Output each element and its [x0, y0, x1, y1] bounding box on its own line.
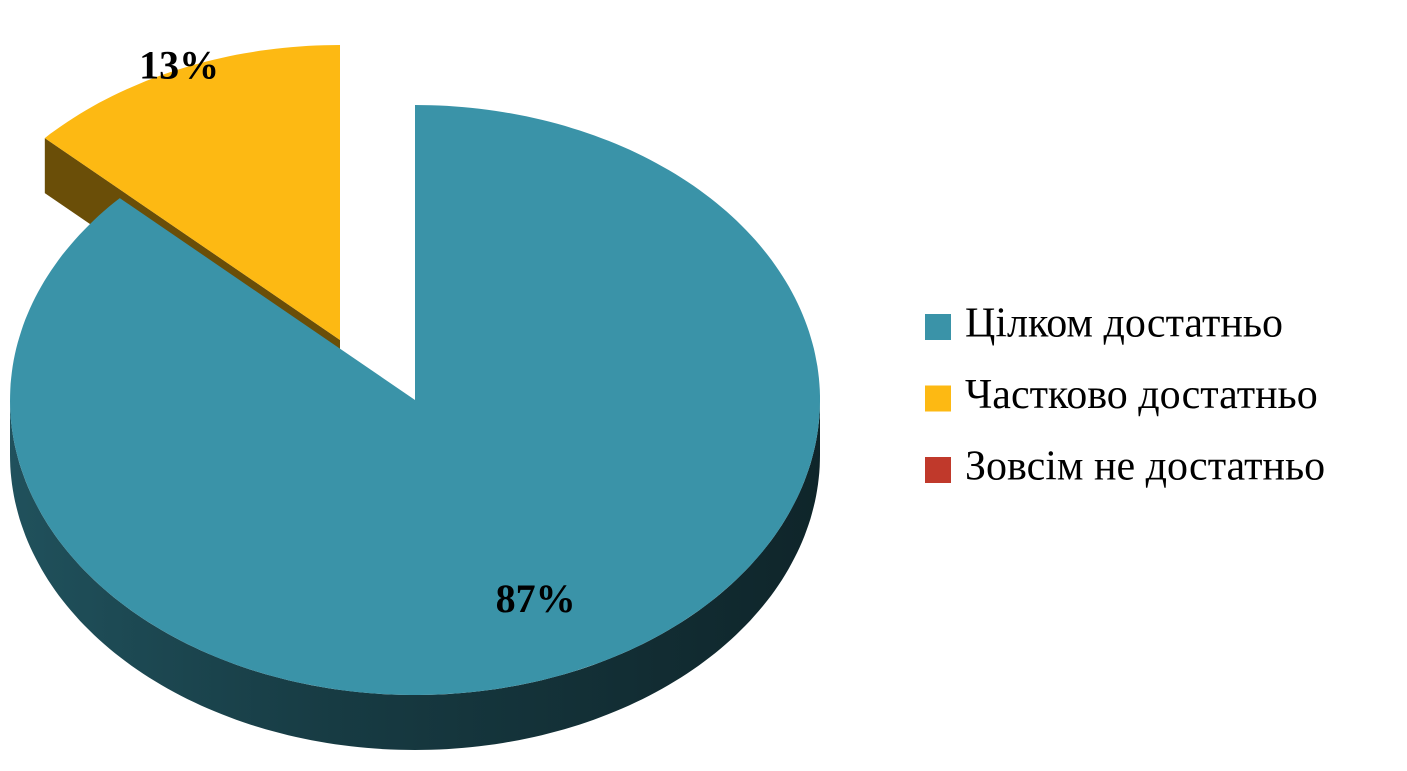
slice: [44, 45, 341, 340]
legend: Цілком достатньо Частково достатньо Зовсім…: [925, 301, 1325, 490]
legend-swatch: [925, 385, 951, 412]
legend-swatch: [925, 457, 951, 483]
legend-swatch: [925, 314, 951, 340]
legend-label: Цілком достатньо: [965, 301, 1283, 347]
slice-side: [10, 400, 820, 750]
data-label: 87%: [496, 576, 576, 621]
slice: [10, 105, 820, 695]
data-label: 13%: [139, 42, 219, 87]
legend-label: Частково достатньо: [965, 372, 1318, 418]
legend-label: Зовсім не достатньо: [965, 444, 1325, 490]
pie: 87% 13%: [10, 42, 820, 750]
